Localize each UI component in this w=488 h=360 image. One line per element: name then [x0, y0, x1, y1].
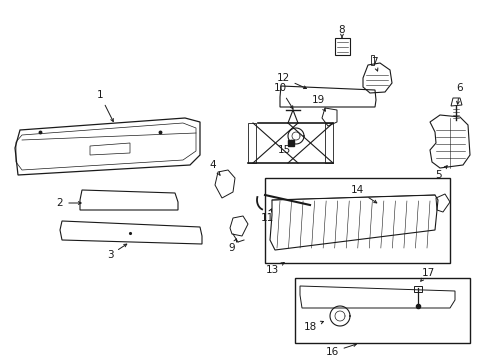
Text: 5: 5	[434, 166, 447, 180]
Text: 19: 19	[311, 95, 325, 111]
Text: 13: 13	[265, 262, 284, 275]
Text: 17: 17	[420, 268, 434, 281]
Text: 15: 15	[277, 140, 291, 155]
Text: 3: 3	[106, 244, 126, 260]
Text: 7: 7	[370, 57, 377, 71]
Bar	[264, 178, 449, 263]
Text: 2: 2	[57, 198, 81, 208]
Text: 8: 8	[338, 25, 345, 38]
Text: 4: 4	[209, 160, 220, 175]
Bar	[294, 278, 469, 343]
Text: 1: 1	[97, 90, 113, 122]
Text: 11: 11	[260, 209, 273, 223]
Text: 18: 18	[303, 321, 323, 332]
Text: 10: 10	[273, 83, 292, 109]
Text: 9: 9	[228, 239, 236, 253]
Text: 12: 12	[276, 73, 306, 89]
Text: 16: 16	[325, 344, 356, 357]
Text: 14: 14	[350, 185, 376, 203]
Text: 6: 6	[456, 83, 462, 104]
